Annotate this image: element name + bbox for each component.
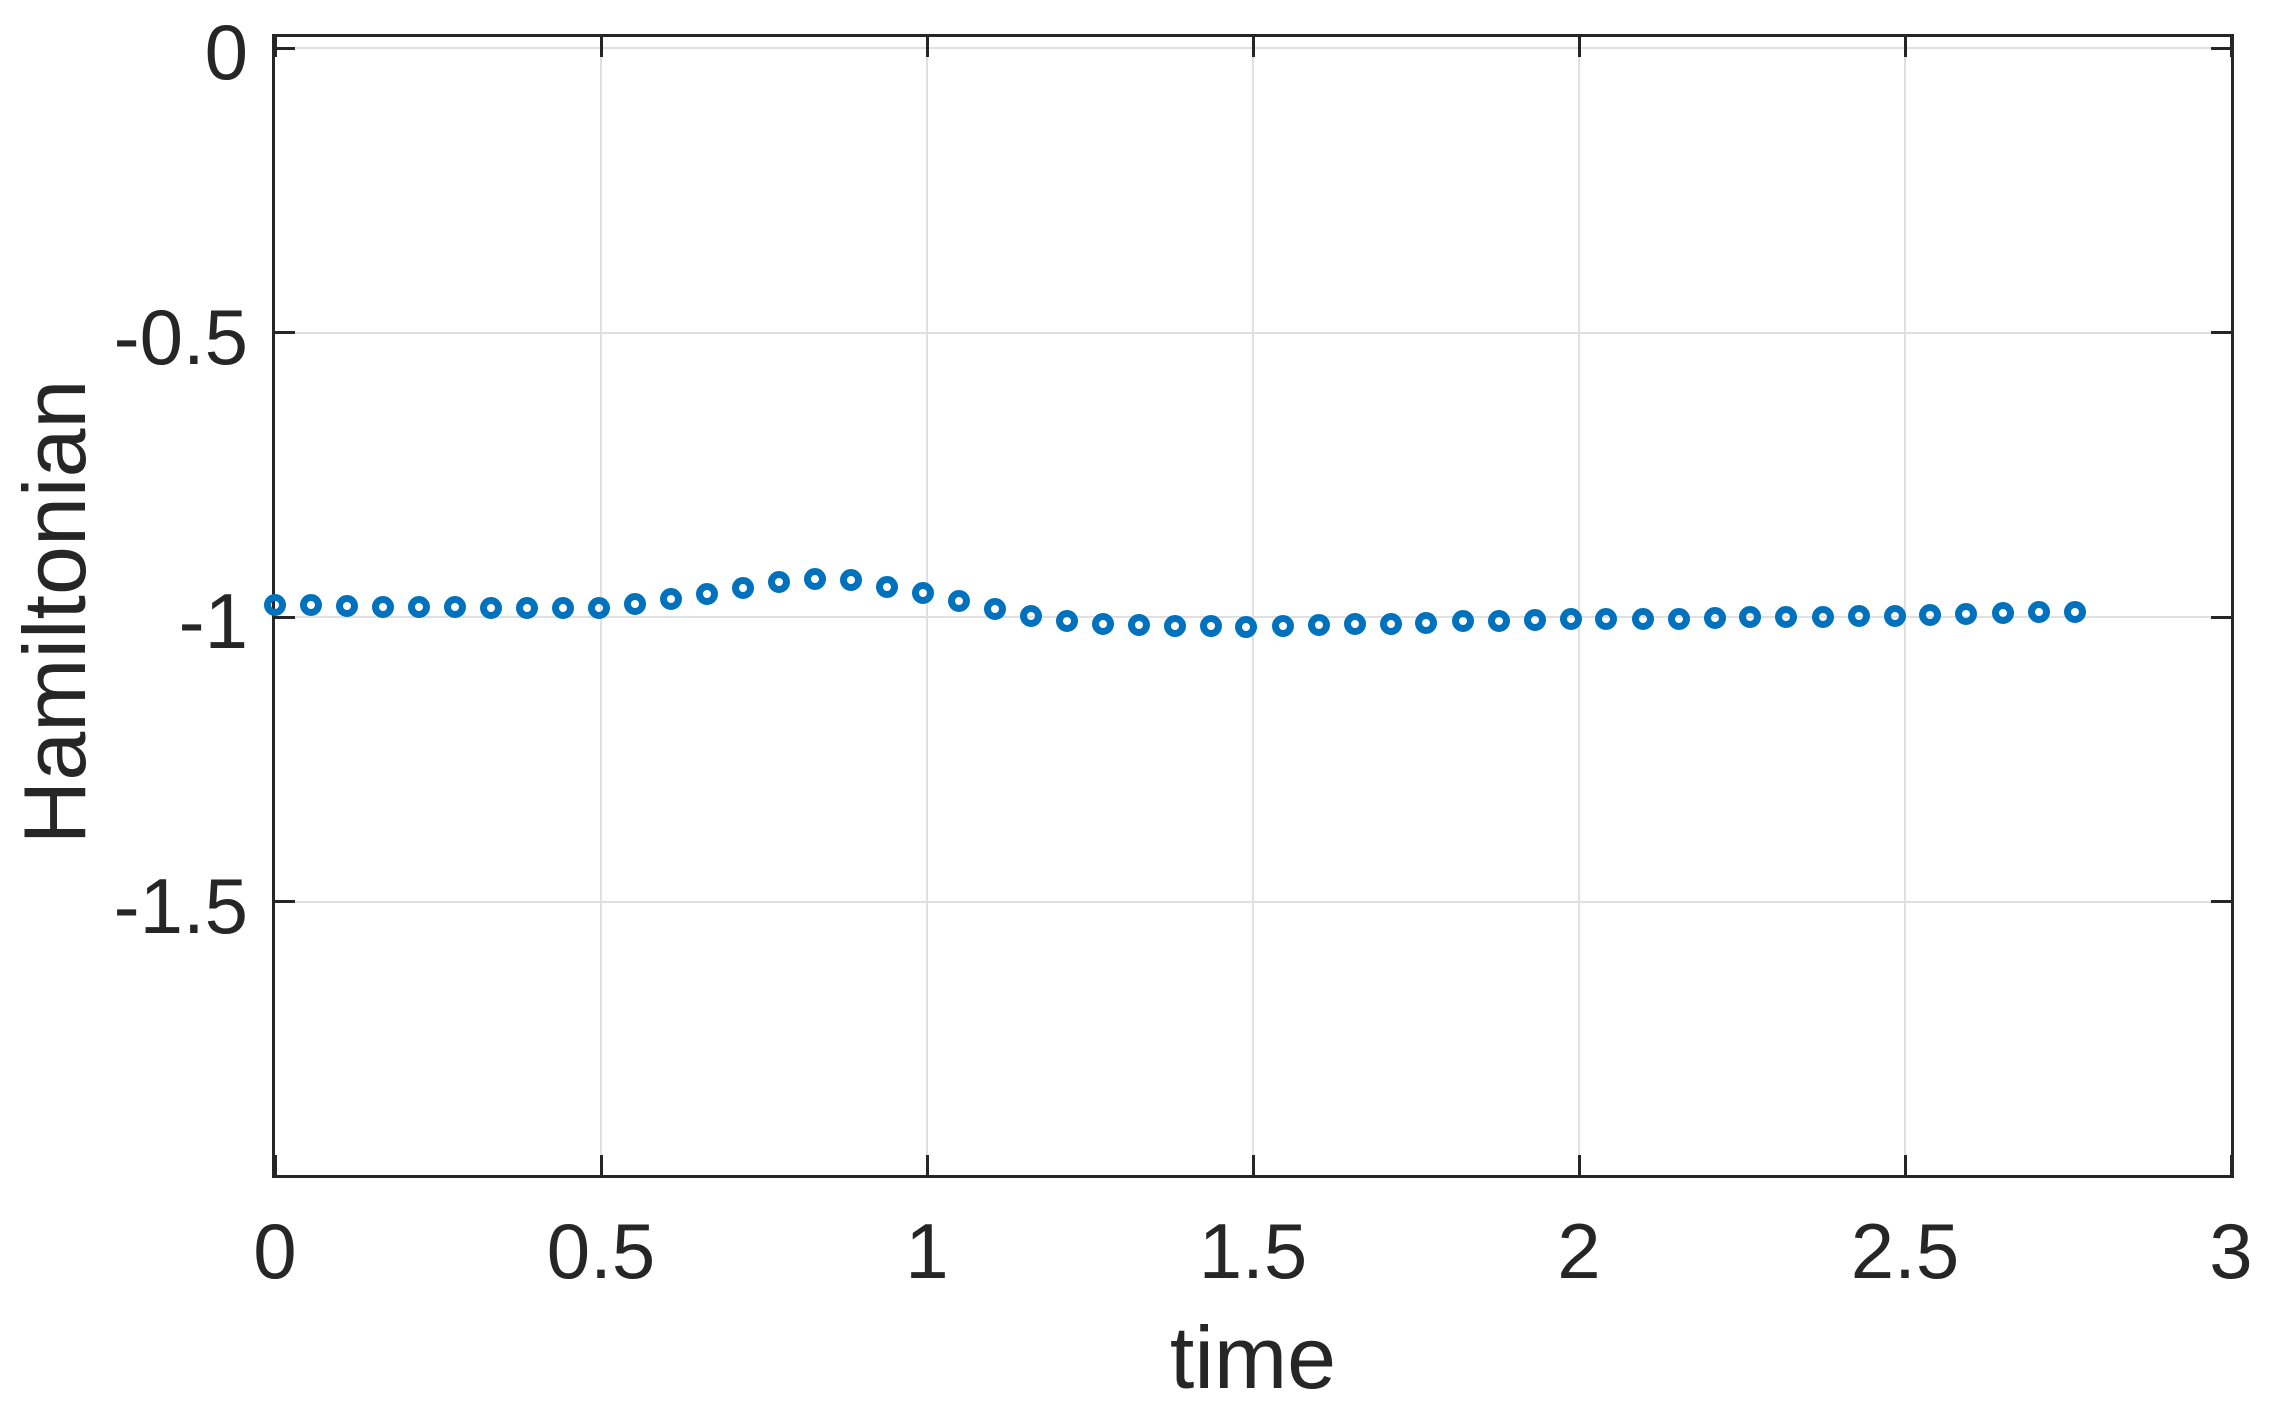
data-point-marker [912,582,935,605]
data-point-marker [1955,602,1978,625]
data-point-marker [1235,616,1258,639]
plot-area [264,34,2234,1178]
y-tick-mark [275,900,295,904]
data-point-marker [372,595,395,618]
data-point-marker [1631,607,1654,630]
data-point-marker [1703,606,1726,629]
data-point-marker [552,597,575,620]
y-tick-label: -1.5 [113,861,248,950]
data-point-marker [1919,604,1942,627]
data-point-marker [1523,608,1546,631]
x-gridline [1904,37,1906,1175]
data-point-marker [1127,613,1150,636]
x-tick-mark [2229,37,2233,57]
data-point-marker [2063,600,2086,623]
x-tick-label: 2 [1557,1207,1601,1295]
x-tick-mark [925,37,929,57]
data-point-marker [1019,605,1042,628]
y-tick-label: 0 [204,8,248,97]
data-point-marker [1739,606,1762,629]
data-point-marker [1991,601,2014,624]
data-point-marker [1559,608,1582,631]
data-point-marker [1487,609,1510,632]
x-tick-label: 0.5 [546,1207,656,1295]
y-gridline [275,616,2231,619]
data-point-marker [983,598,1006,621]
y-tick-mark [275,331,295,335]
data-point-marker [1883,604,1906,627]
x-tick-mark [599,37,603,57]
x-tick-label: 2.5 [1850,1207,1960,1295]
data-point-marker [299,594,322,617]
data-point-marker [1811,605,1834,628]
data-point-marker [1343,613,1366,636]
x-tick-label: 3 [2209,1207,2253,1295]
y-tick-label: -0.5 [113,292,248,381]
data-point-marker [1595,608,1618,631]
data-point-marker [515,596,538,619]
x-tick-mark [1903,1155,1907,1175]
data-point-marker [1775,606,1798,629]
data-point-marker [659,588,682,611]
x-gridline [1578,37,1580,1175]
y-tick-mark [2211,46,2231,50]
data-point-marker [1307,614,1330,637]
data-point-marker [803,567,826,590]
data-point-marker [1092,612,1115,635]
x-tick-label: 0 [253,1207,297,1295]
data-point-marker [1271,615,1294,638]
data-point-marker [479,596,502,619]
y-gridline [275,900,2231,903]
y-gridline [275,331,2231,334]
data-point-marker [2027,601,2050,624]
data-point-marker [767,571,790,594]
data-point-marker [695,583,718,606]
data-point-marker [1055,609,1078,632]
x-tick-mark [1251,37,1255,57]
x-axis-label: time [1169,1308,1337,1407]
x-tick-mark [925,1155,929,1175]
x-tick-mark [273,1155,277,1175]
data-point-marker [947,589,970,612]
data-point-marker [443,596,466,619]
data-point-marker [1415,611,1438,634]
x-tick-mark [2229,1155,2233,1175]
data-point-marker [875,575,898,598]
x-tick-label: 1 [905,1207,949,1295]
data-point-marker [335,595,358,617]
data-point-marker [732,576,755,599]
data-point-marker [264,594,286,617]
x-gridline [926,37,928,1175]
y-tick-mark [275,46,295,50]
y-tick-mark [2211,331,2231,335]
x-tick-label: 1.5 [1198,1207,1308,1295]
data-point-marker [1847,605,1870,628]
data-point-marker [588,596,611,619]
data-point-marker [623,592,646,615]
x-gridline [1252,37,1254,1175]
x-tick-mark [1577,1155,1581,1175]
y-tick-mark [275,615,295,619]
data-point-marker [408,595,431,618]
data-point-marker [1199,615,1222,638]
y-tick-label: -1 [178,577,248,666]
data-point-marker [839,569,862,592]
data-point-marker [1163,614,1186,637]
x-tick-mark [599,1155,603,1175]
x-tick-mark [1903,37,1907,57]
x-tick-mark [1251,1155,1255,1175]
x-tick-mark [1577,37,1581,57]
data-point-marker [1379,612,1402,635]
data-point-marker [1667,607,1690,630]
data-point-marker [1451,610,1474,633]
y-tick-mark [2211,900,2231,904]
y-tick-mark [2211,615,2231,619]
